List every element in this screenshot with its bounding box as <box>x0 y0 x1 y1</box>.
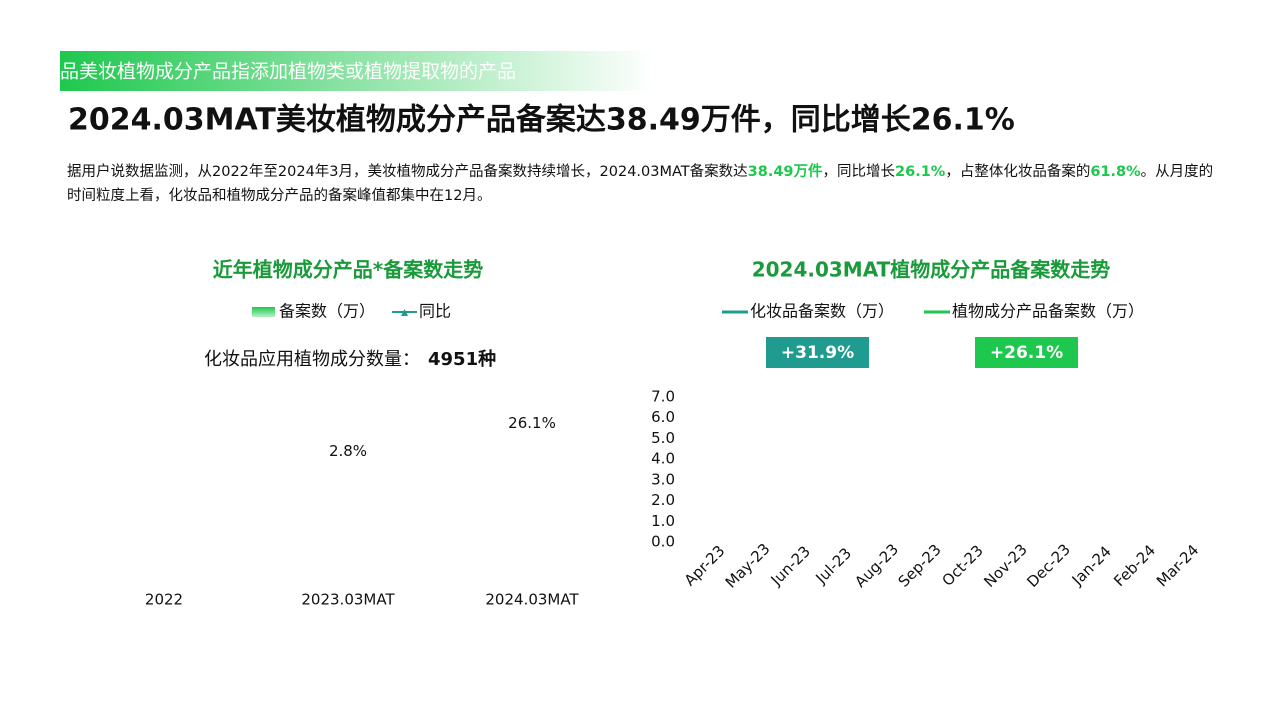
badge-text: +26.1% <box>990 343 1063 363</box>
banner-text: 品美妆植物成分产品指添加植物类或植物提取物的产品 <box>60 61 516 83</box>
data-label: 26.1% <box>508 414 556 432</box>
x-tick-label: Apr-23 <box>681 542 729 590</box>
x-tick-label: May-23 <box>722 540 774 592</box>
y-tick-label: 0.0 <box>651 533 675 551</box>
legend-label: 化妆品备案数（万） <box>750 302 894 321</box>
x-tick-label: 2023.03MAT <box>301 591 395 609</box>
paragraph-segment: 38.49万件 <box>747 164 823 180</box>
y-tick-label: 5.0 <box>651 429 675 447</box>
paragraph-segment: ，占整体化妆品备案的 <box>945 164 1091 180</box>
x-tick-label: Jan-24 <box>1068 542 1115 589</box>
y-tick-label: 1.0 <box>651 512 675 530</box>
y-tick-label: 6.0 <box>651 408 675 426</box>
paragraph-segment: 。从月度的时间粒度上看，化妆品和植物成分产品的备案峰值都集中在12月。 <box>67 164 1214 204</box>
y-tick-label: 3.0 <box>651 470 675 488</box>
legend-label: 同比 <box>419 302 451 321</box>
banner-bg <box>60 51 655 91</box>
data-label: 2.8% <box>329 442 367 460</box>
legend-swatch <box>252 307 275 317</box>
chart-title: 2024.03MAT植物成分产品备案数走势 <box>752 258 1111 282</box>
legend-label: 备案数（万） <box>279 302 375 321</box>
x-tick-label: 2022 <box>145 591 183 609</box>
legend-label: 植物成分产品备案数（万） <box>952 302 1144 321</box>
x-tick-label: Jul-23 <box>812 544 856 588</box>
x-tick-label: Nov-23 <box>980 540 1030 590</box>
badge-text: +31.9% <box>781 343 854 363</box>
annotation-label: 化妆品应用植物成分数量： <box>204 349 420 370</box>
paragraph: 据用户说数据监测，从2022年至2024年3月，美妆植物成分产品备案数持续增长，… <box>67 160 1227 208</box>
y-tick-label: 2.0 <box>651 491 675 509</box>
annotation-value: 4951种 <box>428 348 496 370</box>
y-tick-label: 7.0 <box>651 388 675 406</box>
x-tick-label: Oct-23 <box>938 541 986 589</box>
x-tick-label: Aug-23 <box>851 540 902 591</box>
paragraph-segment: 61.8% <box>1090 164 1141 180</box>
paragraph-segment: ，同比增长 <box>822 164 896 180</box>
legend-marker <box>401 309 408 316</box>
title: 2024.03MAT美妆植物成分产品备案达38.49万件，同比增长26.1% <box>68 103 1015 138</box>
x-tick-label: Sep-23 <box>895 541 945 591</box>
x-tick-label: Mar-24 <box>1153 541 1202 590</box>
y-tick-label: 4.0 <box>651 450 675 468</box>
paragraph-segment: 据用户说数据监测，从2022年至2024年3月，美妆植物成分产品备案数持续增长，… <box>67 164 748 180</box>
paragraph-segment: 26.1% <box>895 164 946 180</box>
chart-title: 近年植物成分产品*备案数走势 <box>213 258 483 282</box>
badge <box>766 337 869 368</box>
x-tick-label: Dec-23 <box>1023 540 1074 591</box>
badge <box>975 337 1078 368</box>
x-tick-label: 2024.03MAT <box>485 591 579 609</box>
x-tick-label: Feb-24 <box>1110 541 1159 590</box>
x-tick-label: Jun-23 <box>767 542 814 589</box>
